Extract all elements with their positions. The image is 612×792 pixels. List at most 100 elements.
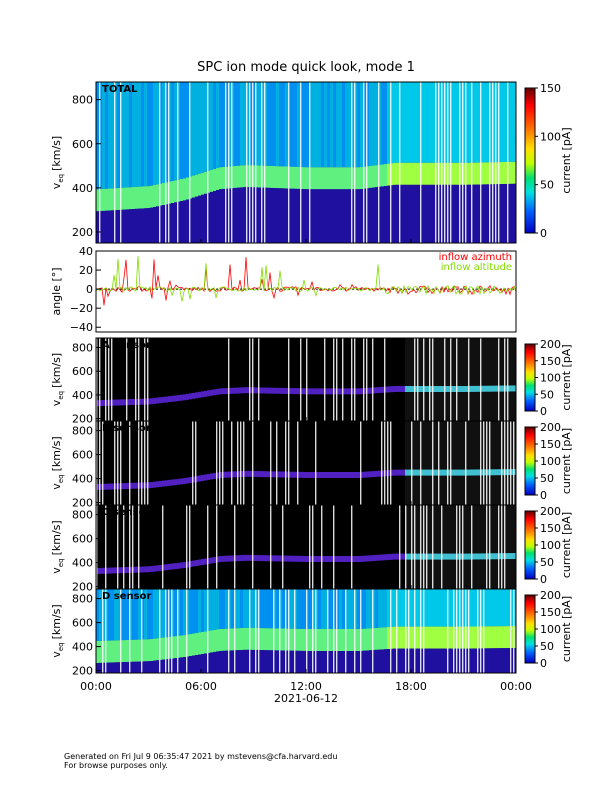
heatmap-cell <box>252 554 255 561</box>
heatmap-cell <box>513 626 516 649</box>
heatmap-cell <box>270 387 273 394</box>
data-gap <box>507 421 509 505</box>
colorbar-label: current [pA] <box>560 596 573 662</box>
heatmap-cell <box>429 162 432 185</box>
heatmap-cell <box>405 648 408 673</box>
heatmap-cell <box>108 589 111 641</box>
colorbar-tick-label: 100 <box>540 372 561 385</box>
heatmap-cell <box>285 188 288 243</box>
heatmap-cell <box>285 555 288 562</box>
heatmap-cell <box>186 477 189 484</box>
heatmap-cell <box>402 469 405 476</box>
heatmap-cell <box>477 385 480 392</box>
heatmap-cell <box>492 162 495 185</box>
heatmap-cell <box>168 396 171 403</box>
heatmap-cell <box>168 658 171 673</box>
heatmap-cell <box>429 648 432 673</box>
heatmap-cell <box>300 167 303 190</box>
heatmap-cell <box>486 162 489 185</box>
heatmap-cell <box>114 640 117 663</box>
heatmap-cell <box>501 162 504 185</box>
heatmap-cell <box>213 629 216 652</box>
heatmap-cell <box>108 662 111 673</box>
data-gap <box>114 82 116 243</box>
data-gap <box>105 338 107 421</box>
heatmap-cell <box>360 189 363 243</box>
heatmap-cell <box>378 649 381 673</box>
heatmap-cell <box>432 469 435 476</box>
heatmap-cell <box>495 589 498 627</box>
heatmap-cell <box>483 648 486 673</box>
heatmap-cell <box>342 589 345 629</box>
heatmap-cell <box>108 567 111 574</box>
y-axis-label-unit: [km/s] <box>50 604 63 639</box>
heatmap-cell <box>318 189 321 243</box>
data-gap <box>390 82 392 243</box>
heatmap-cell <box>156 589 159 639</box>
heatmap-cell <box>387 82 390 164</box>
heatmap-cell <box>294 166 297 189</box>
data-gap <box>105 505 107 589</box>
heatmap-cell <box>183 657 186 673</box>
heatmap-cell <box>333 189 336 243</box>
heatmap-cell <box>459 82 462 163</box>
heatmap-cell <box>372 555 375 562</box>
heatmap-cell <box>312 388 315 395</box>
heatmap-cell <box>462 184 465 243</box>
heatmap-cell <box>102 188 105 211</box>
heatmap-cell <box>366 82 369 167</box>
heatmap-cell <box>483 505 486 589</box>
heatmap-cell <box>510 626 513 649</box>
heatmap-cell <box>279 387 282 394</box>
heatmap-cell <box>123 209 126 243</box>
heatmap-cell <box>399 626 402 649</box>
heatmap-cell <box>300 82 303 168</box>
heatmap-cell <box>405 469 408 476</box>
heatmap-cell <box>129 661 132 673</box>
colorbar-tick-label: 50 <box>540 179 554 192</box>
heatmap-cell <box>228 628 231 651</box>
heatmap-cell <box>102 82 105 189</box>
heatmap-cell <box>165 82 168 183</box>
heatmap-cell <box>108 640 111 663</box>
heatmap-cell <box>234 165 237 188</box>
heatmap-cell <box>261 628 264 651</box>
heatmap-cell <box>258 82 261 166</box>
heatmap-cell <box>126 399 129 406</box>
heatmap-cell <box>105 567 108 574</box>
heatmap-cell <box>456 162 459 185</box>
data-gap <box>249 82 251 243</box>
heatmap-cell <box>468 648 471 673</box>
heatmap-cell <box>465 421 468 505</box>
heatmap-cell <box>198 632 201 655</box>
heatmap-cell <box>99 662 102 673</box>
heatmap-cell <box>444 648 447 673</box>
heatmap-cell <box>156 206 159 243</box>
heatmap-cell <box>438 184 441 243</box>
data-gap <box>99 338 101 421</box>
heatmap-cell <box>399 469 402 476</box>
heatmap-cell <box>342 82 345 168</box>
colorbar-tick-label: 100 <box>540 539 561 552</box>
heatmap-cell <box>402 82 405 163</box>
heatmap-cell <box>438 505 441 589</box>
heatmap-cell <box>186 82 189 178</box>
heatmap-cell <box>456 553 459 560</box>
heatmap-cell <box>276 628 279 651</box>
heatmap-cell <box>249 165 252 188</box>
heatmap-cell <box>450 162 453 185</box>
heatmap-cell <box>507 589 510 627</box>
heatmap-cell <box>324 651 327 673</box>
data-gap <box>459 505 461 589</box>
data-gap <box>372 589 374 673</box>
y-axis-label-unit: [km/s] <box>50 353 63 388</box>
heatmap-cell <box>381 386 384 393</box>
heatmap-cell <box>486 589 489 627</box>
heatmap-cell <box>276 82 279 167</box>
data-gap <box>147 338 149 421</box>
data-gap <box>120 421 122 505</box>
heatmap-cell <box>405 626 408 649</box>
heatmap-cell <box>177 589 180 636</box>
data-gap <box>252 505 254 589</box>
heatmap-cell <box>162 82 165 184</box>
